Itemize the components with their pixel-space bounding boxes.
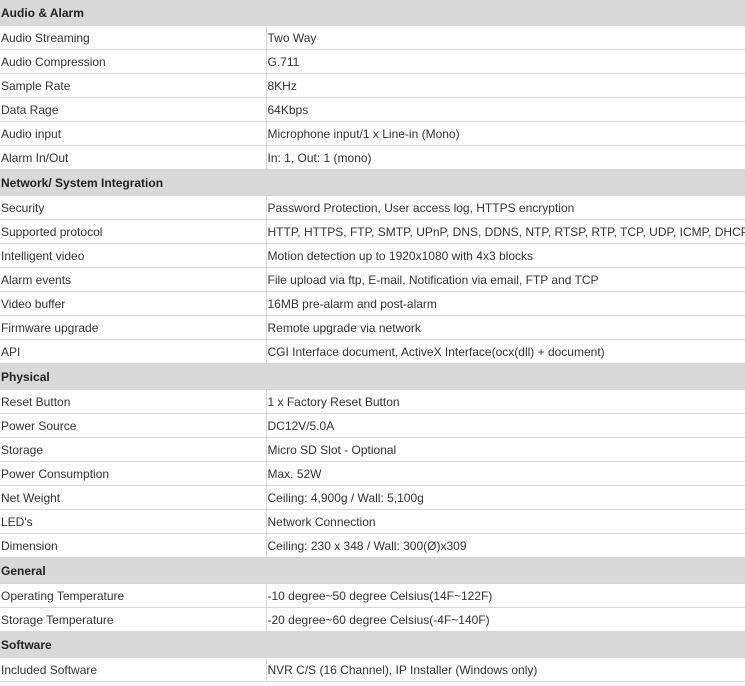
table-row: Video buffer 16MB pre-alarm and post-alar…: [0, 291, 745, 316]
table-row: Reset Button 1 x Factory Reset Button: [0, 389, 745, 414]
table-row: Operating Temperature -10 degree~50 degre…: [0, 583, 745, 608]
table-row: LED's Network Connection: [0, 509, 745, 534]
spec-value: Ceiling: 4,900g / Wall: 5,100g: [266, 485, 745, 510]
table-row: Firmware upgrade Remote upgrade via netwo…: [0, 315, 745, 340]
spec-label: Data Rage: [0, 97, 267, 122]
table-row: Storage Micro SD Slot - Optional: [0, 437, 745, 462]
spec-value: Password Protection, User access log, HT…: [266, 195, 745, 220]
table-row: Intelligent video Motion detection up to …: [0, 243, 745, 268]
spec-value: File upload via ftp, E-mail, Notificatio…: [266, 267, 745, 292]
table-row: Dimension Ceiling: 230 x 348 / Wall: 300(…: [0, 533, 745, 558]
table-row: Audio Streaming Two Way: [0, 25, 745, 50]
table-row: Supported protocol HTTP, HTTPS, FTP, SMTP…: [0, 219, 745, 244]
table-row: API CGI Interface document, ActiveX Inter…: [0, 339, 745, 364]
table-row: Net Weight Ceiling: 4,900g / Wall: 5,100g: [0, 485, 745, 510]
spec-value: NVR C/S (16 Channel), IP Installer (Wind…: [266, 657, 745, 682]
section-title: Network/ System Integration: [0, 169, 745, 196]
section-header: Network/ System Integration: [0, 169, 745, 196]
spec-label: Power Consumption: [0, 461, 267, 486]
spec-label: Intelligent video: [0, 243, 267, 268]
section-header: Software: [0, 631, 745, 658]
spec-label: Firmware upgrade: [0, 315, 267, 340]
spec-value: 64Kbps: [266, 97, 745, 122]
spec-label: Audio Compression: [0, 49, 267, 74]
spec-value: 16MB pre-alarm and post-alarm: [266, 291, 745, 316]
spec-label: Alarm In/Out: [0, 145, 267, 170]
spec-value: CGI Interface document, ActiveX Interfac…: [266, 339, 745, 364]
section-header: Physical: [0, 363, 745, 390]
spec-label: Net Weight: [0, 485, 267, 510]
spec-label: Alarm events: [0, 267, 267, 292]
spec-value: -10 degree~50 degree Celsius(14F~122F): [266, 583, 745, 608]
spec-label: Operating Temperature: [0, 583, 267, 608]
spec-value: Max. 52W: [266, 461, 745, 486]
spec-label: Storage Temperature: [0, 607, 267, 632]
spec-label: Sample Rate: [0, 73, 267, 98]
spec-value: Remote upgrade via network: [266, 315, 745, 340]
table-row: Power Consumption Max. 52W: [0, 461, 745, 486]
spec-label: API: [0, 339, 267, 364]
table-row: Alarm events File upload via ftp, E-mail,…: [0, 267, 745, 292]
table-row: Audio input Microphone input/1 x Line-in …: [0, 121, 745, 146]
spec-label: Power Source: [0, 413, 267, 438]
spec-value: Ceiling: 230 x 348 / Wall: 300(Ø)x309: [266, 533, 745, 558]
spec-label: Audio input: [0, 121, 267, 146]
spec-label: Supported protocol: [0, 219, 267, 244]
section-header: General: [0, 557, 745, 584]
spec-value: -20 degree~60 degree Celsius(-4F~140F): [266, 607, 745, 632]
table-row: Audio Compression G.711: [0, 49, 745, 74]
spec-value: 1 x Factory Reset Button: [266, 389, 745, 414]
spec-value: 8KHz: [266, 73, 745, 98]
section-title: General: [0, 557, 745, 584]
table-row: Sample Rate 8KHz: [0, 73, 745, 98]
table-row: Storage Temperature -20 degree~60 degree …: [0, 607, 745, 632]
spec-value: Motion detection up to 1920x1080 with 4x…: [266, 243, 745, 268]
spec-label: Reset Button: [0, 389, 267, 414]
spec-label: LED's: [0, 509, 267, 534]
table-row: Alarm In/Out In: 1, Out: 1 (mono): [0, 145, 745, 170]
table-row: Security Password Protection, User access…: [0, 195, 745, 220]
section-header: Audio & Alarm: [0, 0, 745, 26]
table-row: Included Software NVR C/S (16 Channel), I…: [0, 657, 745, 682]
section-title: Audio & Alarm: [0, 0, 745, 26]
table-row: Power Source DC12V/5.0A: [0, 413, 745, 438]
spec-value: In: 1, Out: 1 (mono): [266, 145, 745, 170]
section-title: Software: [0, 631, 745, 658]
spec-value: Two Way: [266, 25, 745, 50]
spec-value: Micro SD Slot - Optional: [266, 437, 745, 462]
section-title: Physical: [0, 363, 745, 390]
spec-label: Included Software: [0, 657, 267, 682]
spec-label: Storage: [0, 437, 267, 462]
spec-value: HTTP, HTTPS, FTP, SMTP, UPnP, DNS, DDNS,…: [266, 219, 745, 244]
spec-value: G.711: [266, 49, 745, 74]
spec-label: Video buffer: [0, 291, 267, 316]
spec-value: Microphone input/1 x Line-in (Mono): [266, 121, 745, 146]
spec-value: DC12V/5.0A: [266, 413, 745, 438]
spec-label: Dimension: [0, 533, 267, 558]
spec-value: Network Connection: [266, 509, 745, 534]
table-row: Data Rage 64Kbps: [0, 97, 745, 122]
spec-label: Security: [0, 195, 267, 220]
spec-label: Audio Streaming: [0, 25, 267, 50]
